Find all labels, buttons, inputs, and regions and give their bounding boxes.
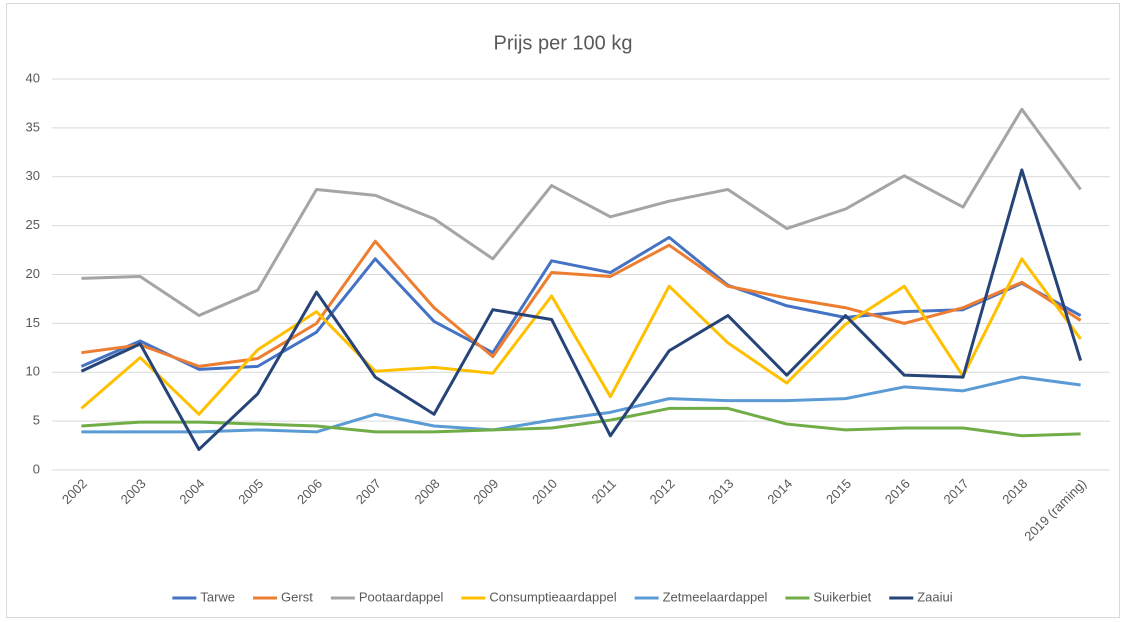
y-tick-label: 5 <box>33 413 40 428</box>
chart-title: Prijs per 100 kg <box>494 32 633 54</box>
legend-label: Tarwe <box>200 589 235 604</box>
legend-label: Zaaiui <box>917 589 953 604</box>
y-tick-label: 15 <box>26 315 40 330</box>
series-line <box>80 235 1082 371</box>
series-line <box>81 406 1081 438</box>
series-line <box>80 168 1083 451</box>
y-tick-label: 0 <box>33 461 40 476</box>
y-tick-label: 25 <box>26 217 40 232</box>
y-tick-label: 20 <box>26 266 40 281</box>
series-line <box>81 375 1081 434</box>
y-tick-label: 40 <box>26 70 40 85</box>
legend-label: Suikerbiet <box>813 589 871 604</box>
legend-label: Pootaardappel <box>359 589 444 604</box>
y-tick-label: 10 <box>26 364 40 379</box>
legend-label: Consumptieaardappel <box>489 589 616 604</box>
y-tick-label: 30 <box>26 168 40 183</box>
y-tick-label: 35 <box>26 119 40 134</box>
series-line <box>80 257 1082 416</box>
legend-label: Zetmeelaardappel <box>663 589 768 604</box>
legend-label: Gerst <box>281 589 313 604</box>
series-line <box>81 107 1082 318</box>
